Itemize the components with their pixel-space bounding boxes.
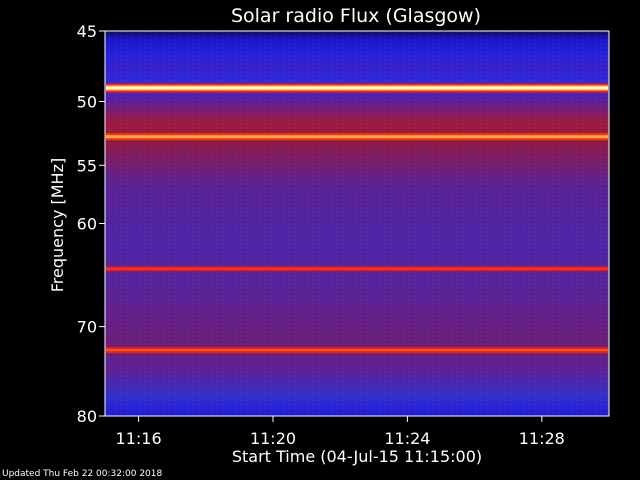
bright-bands: [106, 83, 608, 354]
bright-band: [106, 349, 608, 352]
y-axis-label: Frequency [MHz]: [48, 158, 67, 292]
x-tick-label: 11:24: [384, 429, 430, 448]
x-axis-label: Start Time (04-Jul-15 11:15:00): [232, 447, 482, 466]
updated-timestamp: Updated Thu Feb 22 00:32:00 2018: [2, 469, 163, 479]
x-tick-label: 11:28: [519, 429, 565, 448]
y-tick-label: 60: [77, 215, 97, 234]
y-axis: 45 50 55 60 70 80: [77, 22, 105, 426]
x-tick-label: 11:20: [250, 429, 296, 448]
x-tick-label: 11:16: [116, 429, 162, 448]
y-tick-label: 70: [77, 318, 97, 337]
y-tick-label: 55: [77, 156, 97, 175]
bright-band: [106, 86, 608, 89]
x-axis: 11:16 11:20 11:24 11:28: [116, 416, 565, 448]
plot-area: [104, 30, 610, 417]
y-tick-label: 80: [77, 407, 97, 426]
y-tick-label: 50: [77, 93, 97, 112]
bright-band: [106, 135, 608, 139]
chart-title: Solar radio Flux (Glasgow): [231, 5, 481, 27]
y-tick-label: 45: [77, 22, 97, 41]
bright-band: [106, 267, 608, 270]
